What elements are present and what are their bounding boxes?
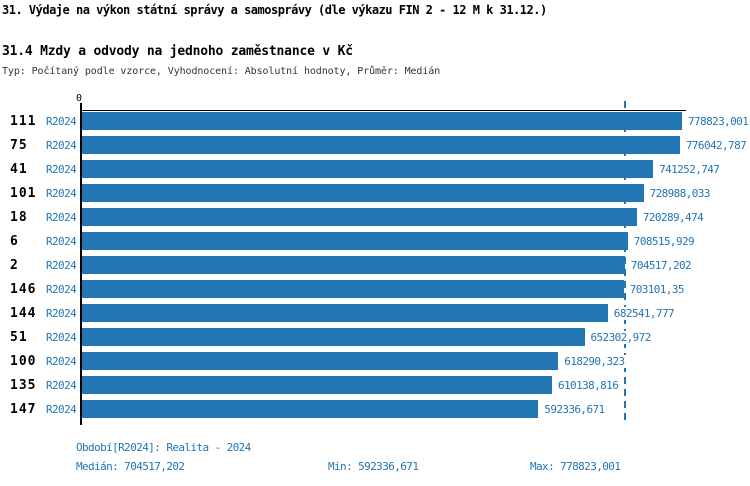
footer-max-label: Max: 778823,001 <box>530 460 621 473</box>
chart-row: 75 R2024 776042,787 <box>0 133 750 157</box>
chart-row: 2 R2024 704517,202 <box>0 253 750 277</box>
chart-row: 6 R2024 708515,929 <box>0 229 750 253</box>
value-label: 618290,323 <box>563 354 626 368</box>
row-id-label: 51 <box>10 329 28 345</box>
value-label: 652302,972 <box>589 330 652 344</box>
chart-row: 146 R2024 703101,35 <box>0 277 750 301</box>
row-id-label: 146 <box>10 281 37 297</box>
row-id-label: 147 <box>10 401 37 417</box>
row-period-label: R2024 <box>46 186 77 200</box>
x-axis-origin-label: 0 <box>76 93 83 104</box>
row-period-label: R2024 <box>46 234 77 248</box>
value-label: 778823,001 <box>687 114 750 128</box>
value-label: 776042,787 <box>684 138 748 152</box>
value-bar <box>82 160 654 178</box>
chart-row: 100 R2024 618290,323 <box>0 349 750 373</box>
row-id-label: 75 <box>10 137 28 153</box>
value-label: 592336,671 <box>543 402 606 416</box>
chart-meta-line: Typ: Počítaný podle vzorce, Vyhodnocení:… <box>2 66 441 77</box>
row-period-label: R2024 <box>46 210 77 224</box>
value-bar <box>82 232 628 250</box>
row-period-label: R2024 <box>46 282 77 296</box>
footer-period-line: Období[R2024]: Realita - 2024 <box>76 441 251 454</box>
row-period-label: R2024 <box>46 306 77 320</box>
value-bar <box>82 304 608 322</box>
chart-row: 101 R2024 728988,033 <box>0 181 750 205</box>
value-bar <box>82 208 637 226</box>
value-bar <box>82 352 559 370</box>
row-id-label: 135 <box>10 377 37 393</box>
row-period-label: R2024 <box>46 402 77 416</box>
value-bar <box>82 112 682 130</box>
row-period-label: R2024 <box>46 114 77 128</box>
value-bar <box>82 328 585 346</box>
x-axis-line <box>81 110 686 111</box>
bar-rows: 111 R2024 778823,001 75 R2024 776042,787 41 R20… <box>0 109 750 421</box>
row-period-label: R2024 <box>46 162 77 176</box>
value-label: 708515,929 <box>632 234 696 248</box>
row-period-label: R2024 <box>46 330 77 344</box>
value-bar <box>82 376 552 394</box>
chart-row: 111 R2024 778823,001 <box>0 109 750 133</box>
chart-title: 31. Výdaje na výkon státní správy a samo… <box>2 3 547 17</box>
value-bar <box>82 280 624 298</box>
chart-row: 18 R2024 720289,474 <box>0 205 750 229</box>
row-id-label: 100 <box>10 353 37 369</box>
y-axis-line <box>80 103 82 425</box>
value-bar <box>82 256 625 274</box>
row-period-label: R2024 <box>46 258 77 272</box>
value-label: 682541,777 <box>612 306 676 320</box>
row-period-label: R2024 <box>46 378 77 392</box>
value-label: 741252,747 <box>658 162 721 176</box>
value-label: 704517,202 <box>629 258 693 272</box>
footer-median-label: Medián: 704517,202 <box>76 460 185 473</box>
value-label: 728988,033 <box>648 186 711 200</box>
row-id-label: 144 <box>10 305 37 321</box>
chart-subtitle: 31.4 Mzdy a odvody na jednoho zaměstnanc… <box>2 44 353 59</box>
row-id-label: 2 <box>10 257 19 273</box>
chart-row: 41 R2024 741252,747 <box>0 157 750 181</box>
value-bar <box>82 184 644 202</box>
median-line <box>624 101 626 425</box>
row-period-label: R2024 <box>46 354 77 368</box>
value-label: 720289,474 <box>641 210 705 224</box>
row-period-label: R2024 <box>46 138 77 152</box>
chart-row: 51 R2024 652302,972 <box>0 325 750 349</box>
footer-min-label: Min: 592336,671 <box>328 460 419 473</box>
value-label: 610138,816 <box>557 378 620 392</box>
row-id-label: 41 <box>10 161 28 177</box>
row-id-label: 18 <box>10 209 28 225</box>
value-label: 703101,35 <box>628 282 685 296</box>
value-bar <box>82 136 680 154</box>
chart-row: 144 R2024 682541,777 <box>0 301 750 325</box>
row-id-label: 6 <box>10 233 19 249</box>
value-bar <box>82 400 539 418</box>
chart-row: 147 R2024 592336,671 <box>0 397 750 421</box>
row-id-label: 111 <box>10 113 37 129</box>
row-id-label: 101 <box>10 185 37 201</box>
chart-row: 135 R2024 610138,816 <box>0 373 750 397</box>
